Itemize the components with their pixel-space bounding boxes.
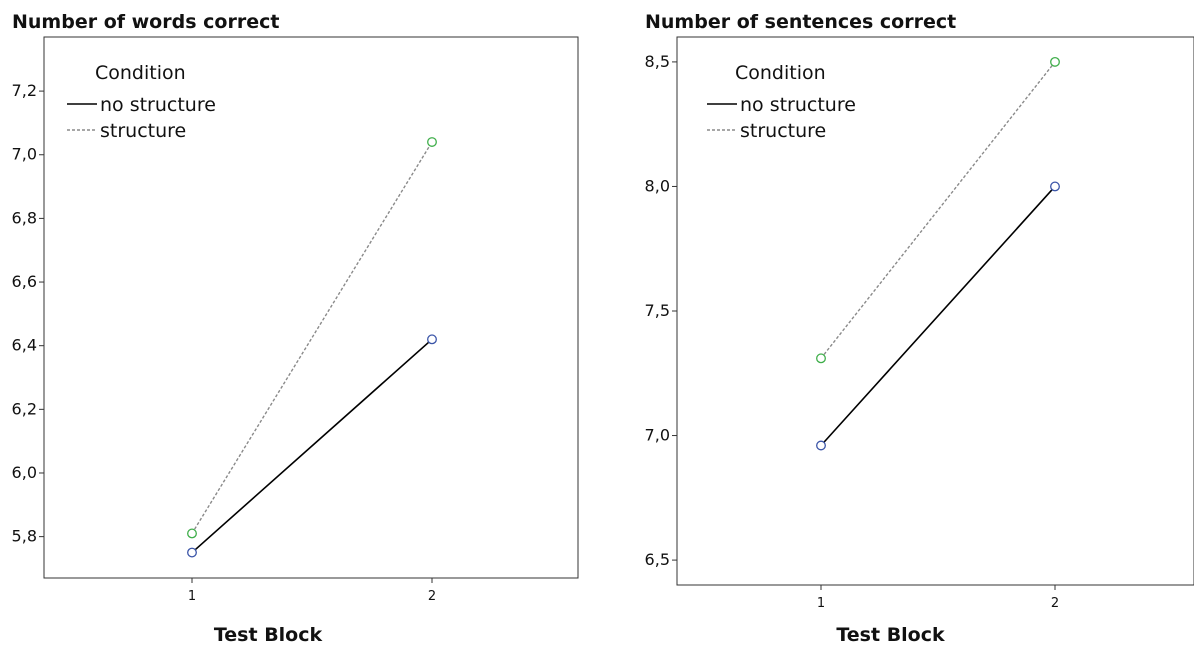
series-line	[820, 185, 1056, 447]
series-no-structure	[187, 334, 437, 558]
y-tick-label: 5,8	[12, 527, 37, 546]
y-tick-label: 8,5	[645, 52, 670, 71]
data-point	[1050, 56, 1060, 67]
y-tick-label: 6,4	[12, 336, 37, 355]
data-point	[816, 440, 826, 451]
y-tick-label: 7,2	[12, 81, 37, 100]
x-axis-label: Test Block	[836, 624, 945, 646]
data-point	[427, 334, 437, 345]
data-point	[187, 528, 197, 539]
y-tick-label: 7,0	[645, 426, 670, 445]
series-no-structure	[816, 181, 1060, 451]
legend-item-label: structure	[740, 120, 826, 142]
y-tick-label: 6,0	[12, 463, 37, 482]
x-axis-label: Test Block	[214, 624, 323, 646]
legend: Condition no structure structure	[67, 62, 216, 142]
y-tick-label: 7,5	[645, 301, 670, 320]
chart-panel-2: Number of sentences correct 6,5 7,0 7,5 8,0 8…	[645, 11, 1194, 646]
x-tick-label: 1	[188, 589, 196, 604]
legend-item-label: structure	[100, 120, 186, 142]
series-line	[191, 338, 433, 554]
x-tick-label: 1	[817, 596, 825, 611]
series-line	[191, 141, 433, 534]
series-line	[820, 61, 1056, 359]
series-structure	[816, 56, 1060, 364]
y-tick-label: 7,0	[12, 145, 37, 164]
y-tick-label: 6,2	[12, 399, 37, 418]
chart-title: Number of sentences correct	[645, 11, 956, 33]
legend-item-label: no structure	[100, 94, 216, 116]
data-point	[1050, 181, 1060, 192]
legend: Condition no structure structure	[707, 62, 856, 142]
chart-title: Number of words correct	[12, 11, 279, 33]
plot-frame	[43, 36, 579, 579]
x-tick-label: 2	[1051, 596, 1059, 611]
legend-title: Condition	[735, 62, 826, 84]
y-tick-label: 8,0	[645, 176, 670, 195]
data-point	[816, 353, 826, 364]
legend-item-label: no structure	[740, 94, 856, 116]
data-point	[187, 547, 197, 558]
legend-title: Condition	[95, 62, 186, 84]
y-tick-label: 6,6	[12, 272, 37, 291]
x-tick-label: 2	[428, 589, 436, 604]
series-structure	[187, 137, 437, 539]
data-point	[427, 137, 437, 147]
y-tick-label: 6,5	[645, 550, 670, 569]
y-tick-label: 6,8	[12, 208, 37, 227]
chart-panel-1: Number of words correct 5,8 6,0 6,2 6,4 6,6 6,…	[12, 11, 579, 646]
